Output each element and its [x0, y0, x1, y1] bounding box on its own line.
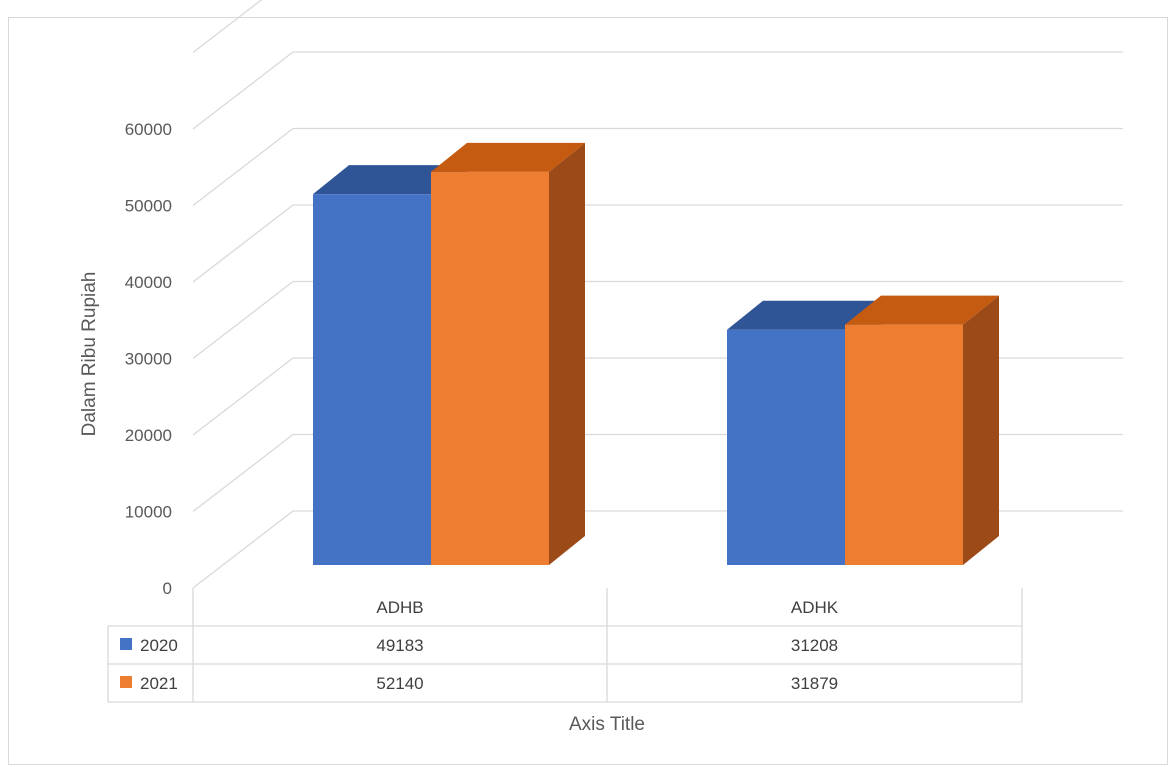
gridline-diagonal [192, 357, 294, 436]
legend-key-2021 [120, 676, 132, 688]
bar-front [431, 171, 549, 566]
data-label: 31208 [791, 636, 838, 655]
bar-front [313, 194, 431, 565]
bar-adhk-2021 [845, 295, 999, 565]
bar-top [431, 142, 585, 172]
bar-side [549, 142, 585, 566]
y-tick-label: 20000 [125, 426, 172, 445]
y-tick-label: 40000 [125, 273, 172, 292]
data-label: 31879 [791, 674, 838, 693]
y-tick-labels: 0 10000 20000 30000 40000 50000 60000 [125, 120, 172, 598]
bar-top [313, 165, 467, 195]
gridline-diagonal [192, 510, 294, 589]
gridline-diagonal [192, 204, 294, 283]
y-tick-label: 30000 [125, 350, 172, 369]
bar-top [727, 300, 881, 330]
table-category-label: ADHK [791, 598, 839, 617]
y-tick-label: 50000 [125, 197, 172, 216]
table-category-label: ADHB [376, 598, 423, 617]
gridline-diagonal [192, 51, 294, 130]
data-label: 49183 [376, 636, 423, 655]
y-tick-label: 60000 [125, 120, 172, 139]
gridline-diagonal [192, 0, 263, 54]
chart-area [8, 17, 1168, 765]
y-tick-label: 10000 [125, 503, 172, 522]
gridline-diagonal [192, 127, 294, 207]
gridline-diagonal [192, 433, 294, 513]
bars [313, 142, 999, 566]
y-axis-title: Dalam Ribu Rupiah [79, 272, 100, 437]
x-axis-title: Axis Title [569, 714, 645, 735]
bar-top [845, 295, 999, 325]
data-table: ADHB ADHK 2020 49183 31208 2021 52140 31879 [107, 588, 1023, 703]
bar-front [727, 329, 845, 565]
legend-key-2020 [120, 638, 132, 650]
bar-side [963, 295, 999, 565]
data-label: 52140 [376, 674, 423, 693]
y-tick-label: 0 [163, 579, 172, 598]
bar-adhb-2021 [431, 142, 585, 566]
gridline-diagonal [192, 280, 294, 360]
legend-label-2020: 2020 [140, 636, 178, 655]
bar-front [845, 324, 963, 565]
legend-label-2021: 2021 [140, 674, 178, 693]
